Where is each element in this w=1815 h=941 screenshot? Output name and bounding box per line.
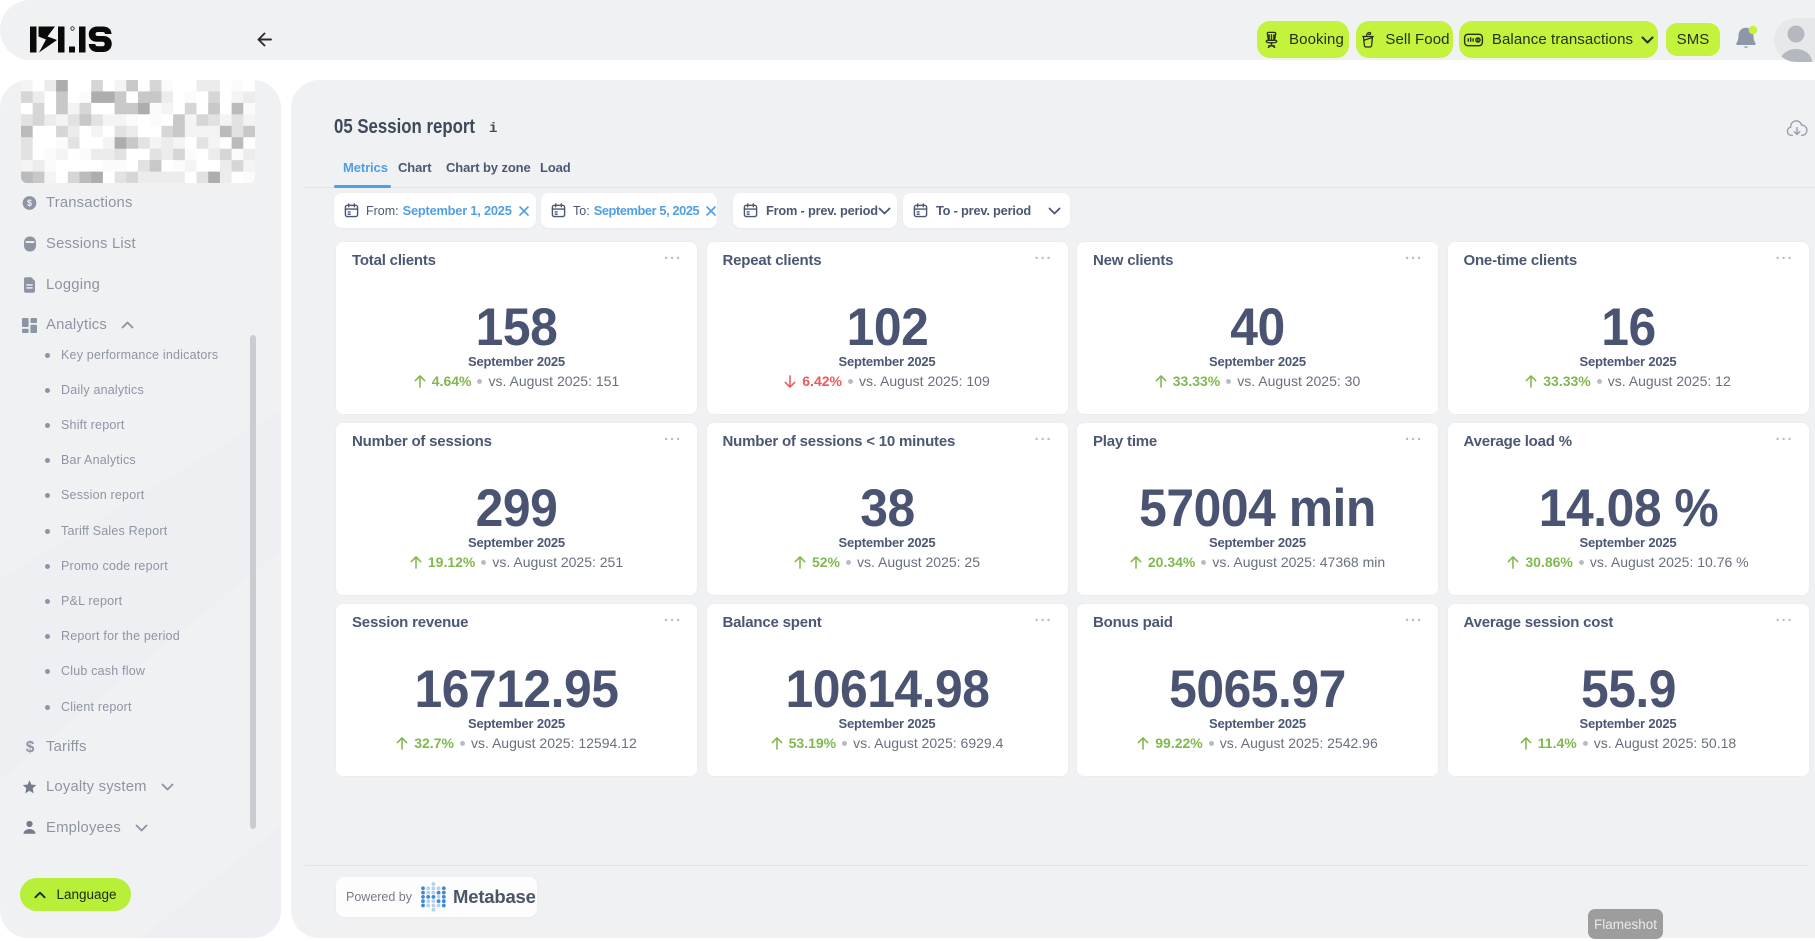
svg-text:$: $ (25, 739, 34, 755)
svg-text:$: $ (27, 198, 32, 208)
